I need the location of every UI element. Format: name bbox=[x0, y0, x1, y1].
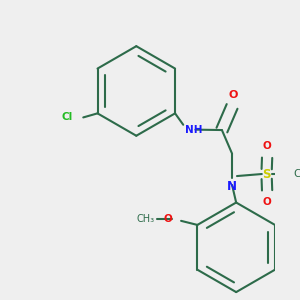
Text: CH₃: CH₃ bbox=[293, 169, 300, 179]
Text: CH₃: CH₃ bbox=[136, 214, 154, 224]
Text: O: O bbox=[164, 214, 172, 224]
Text: NH: NH bbox=[185, 124, 203, 135]
Text: O: O bbox=[263, 141, 272, 151]
Text: Cl: Cl bbox=[62, 112, 73, 122]
Text: N: N bbox=[227, 180, 237, 193]
Text: O: O bbox=[263, 197, 272, 207]
Text: S: S bbox=[262, 167, 271, 181]
Text: O: O bbox=[228, 90, 238, 100]
